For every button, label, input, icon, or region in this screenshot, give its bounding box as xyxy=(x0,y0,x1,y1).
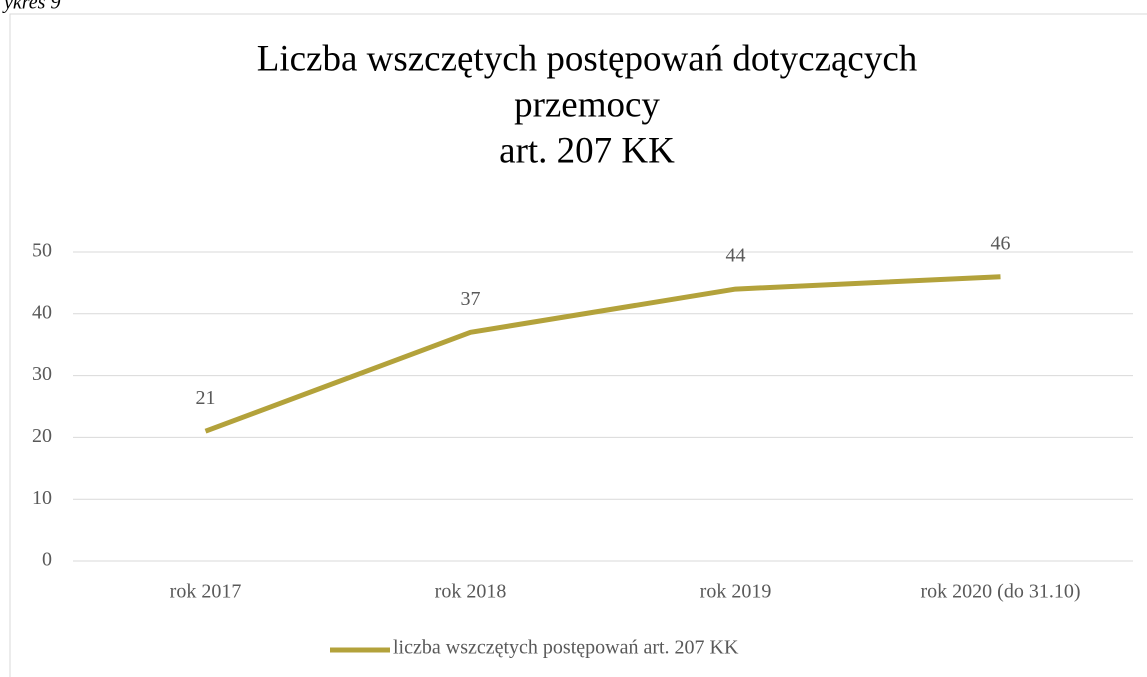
x-tick-label: rok 2020 (do 31.10) xyxy=(921,581,1081,603)
chart-title: art. 207 KK xyxy=(499,130,675,171)
legend-label: liczba wszczętych postępowań art. 207 KK xyxy=(393,637,739,659)
caption: ykres 9 xyxy=(2,0,60,14)
y-tick-label: 40 xyxy=(32,301,52,323)
y-tick-label: 30 xyxy=(32,363,52,385)
chart-title: Liczba wszczętych postępowań dotyczących xyxy=(257,38,918,79)
chart-title: przemocy xyxy=(514,84,660,125)
chart-border xyxy=(9,13,1147,677)
data-label: 37 xyxy=(461,288,481,310)
y-tick-label: 10 xyxy=(32,487,52,509)
y-tick-label: 0 xyxy=(42,549,52,571)
data-label: 46 xyxy=(991,232,1011,254)
x-tick-label: rok 2019 xyxy=(700,581,772,603)
data-label: 21 xyxy=(196,387,216,409)
y-tick-label: 50 xyxy=(32,240,52,262)
x-tick-label: rok 2018 xyxy=(435,581,507,603)
line xyxy=(204,274,1001,434)
y-tick-label: 20 xyxy=(32,425,52,447)
x-tick-label: rok 2017 xyxy=(170,581,242,603)
data-label: 44 xyxy=(726,245,746,267)
